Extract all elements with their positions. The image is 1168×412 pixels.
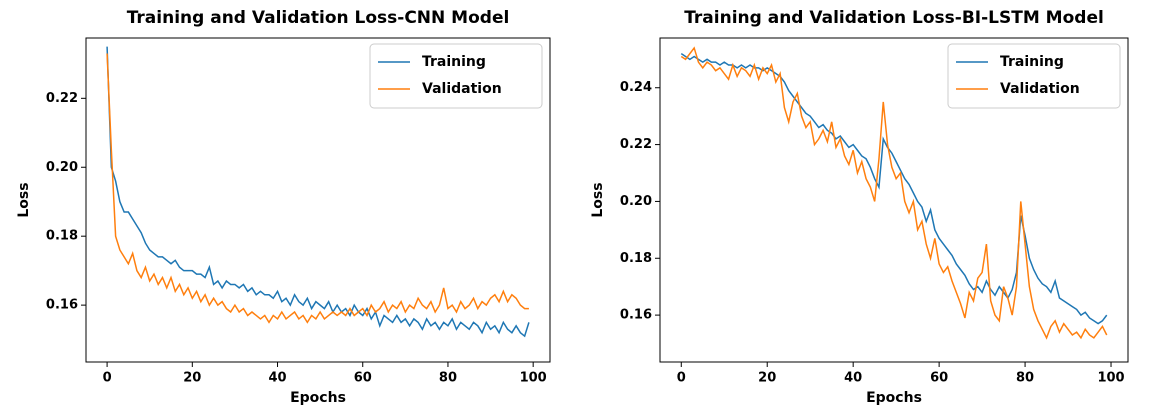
x-tick-label: 100 [1097, 371, 1124, 386]
y-tick-label: 0.20 [46, 160, 78, 175]
legend-label: Training [1000, 54, 1064, 70]
x-tick-label: 60 [930, 371, 948, 386]
x-tick-label: 100 [520, 371, 547, 386]
x-tick-label: 80 [1016, 371, 1034, 386]
y-tick-label: 0.22 [46, 91, 78, 106]
subplot: 0.16 0.18 0.20 0.22 0 20 40 60 80 100 Training and… [16, 8, 551, 406]
y-tick-label: 0.18 [620, 251, 652, 266]
legend-label: Training [422, 54, 486, 70]
x-tick-label: 40 [268, 371, 286, 386]
x-tick-label: 20 [758, 371, 776, 386]
axes-frame [659, 37, 1129, 363]
y-axis-label: Loss [590, 182, 606, 217]
x-tick-label: 40 [844, 371, 862, 386]
x-tick-label: 0 [677, 371, 686, 386]
y-tick-label: 0.16 [620, 308, 652, 323]
x-tick-label: 20 [183, 371, 201, 386]
y-tick-label: 0.16 [46, 298, 78, 313]
chart-title: Training and Validation Loss-BI-LSTM Mod… [684, 8, 1104, 28]
y-tick-label: 0.22 [620, 137, 652, 152]
series-line [680, 46, 1108, 340]
x-tick-label: 80 [439, 371, 457, 386]
y-axis-label: Loss [16, 182, 32, 217]
series-line [106, 53, 529, 324]
legend-box [947, 43, 1121, 109]
y-tick-label: 0.20 [620, 194, 652, 209]
legend-box [369, 43, 543, 109]
y-tick-label: 0.18 [46, 229, 78, 244]
x-tick-label: 0 [103, 371, 112, 386]
x-axis-label: Epochs [866, 390, 922, 406]
series-line [106, 46, 530, 338]
subplot: 0.16 0.18 0.20 0.22 0.24 0 20 40 60 80 100 Training… [590, 8, 1129, 406]
x-tick-label: 60 [354, 371, 372, 386]
y-tick-label: 0.24 [620, 80, 652, 95]
legend-label: Validation [422, 81, 502, 97]
legend-label: Validation [1000, 81, 1080, 97]
series-line [680, 53, 1108, 325]
axes-frame [85, 37, 551, 363]
x-axis-label: Epochs [290, 390, 346, 406]
chart-title: Training and Validation Loss-CNN Model [127, 8, 510, 28]
